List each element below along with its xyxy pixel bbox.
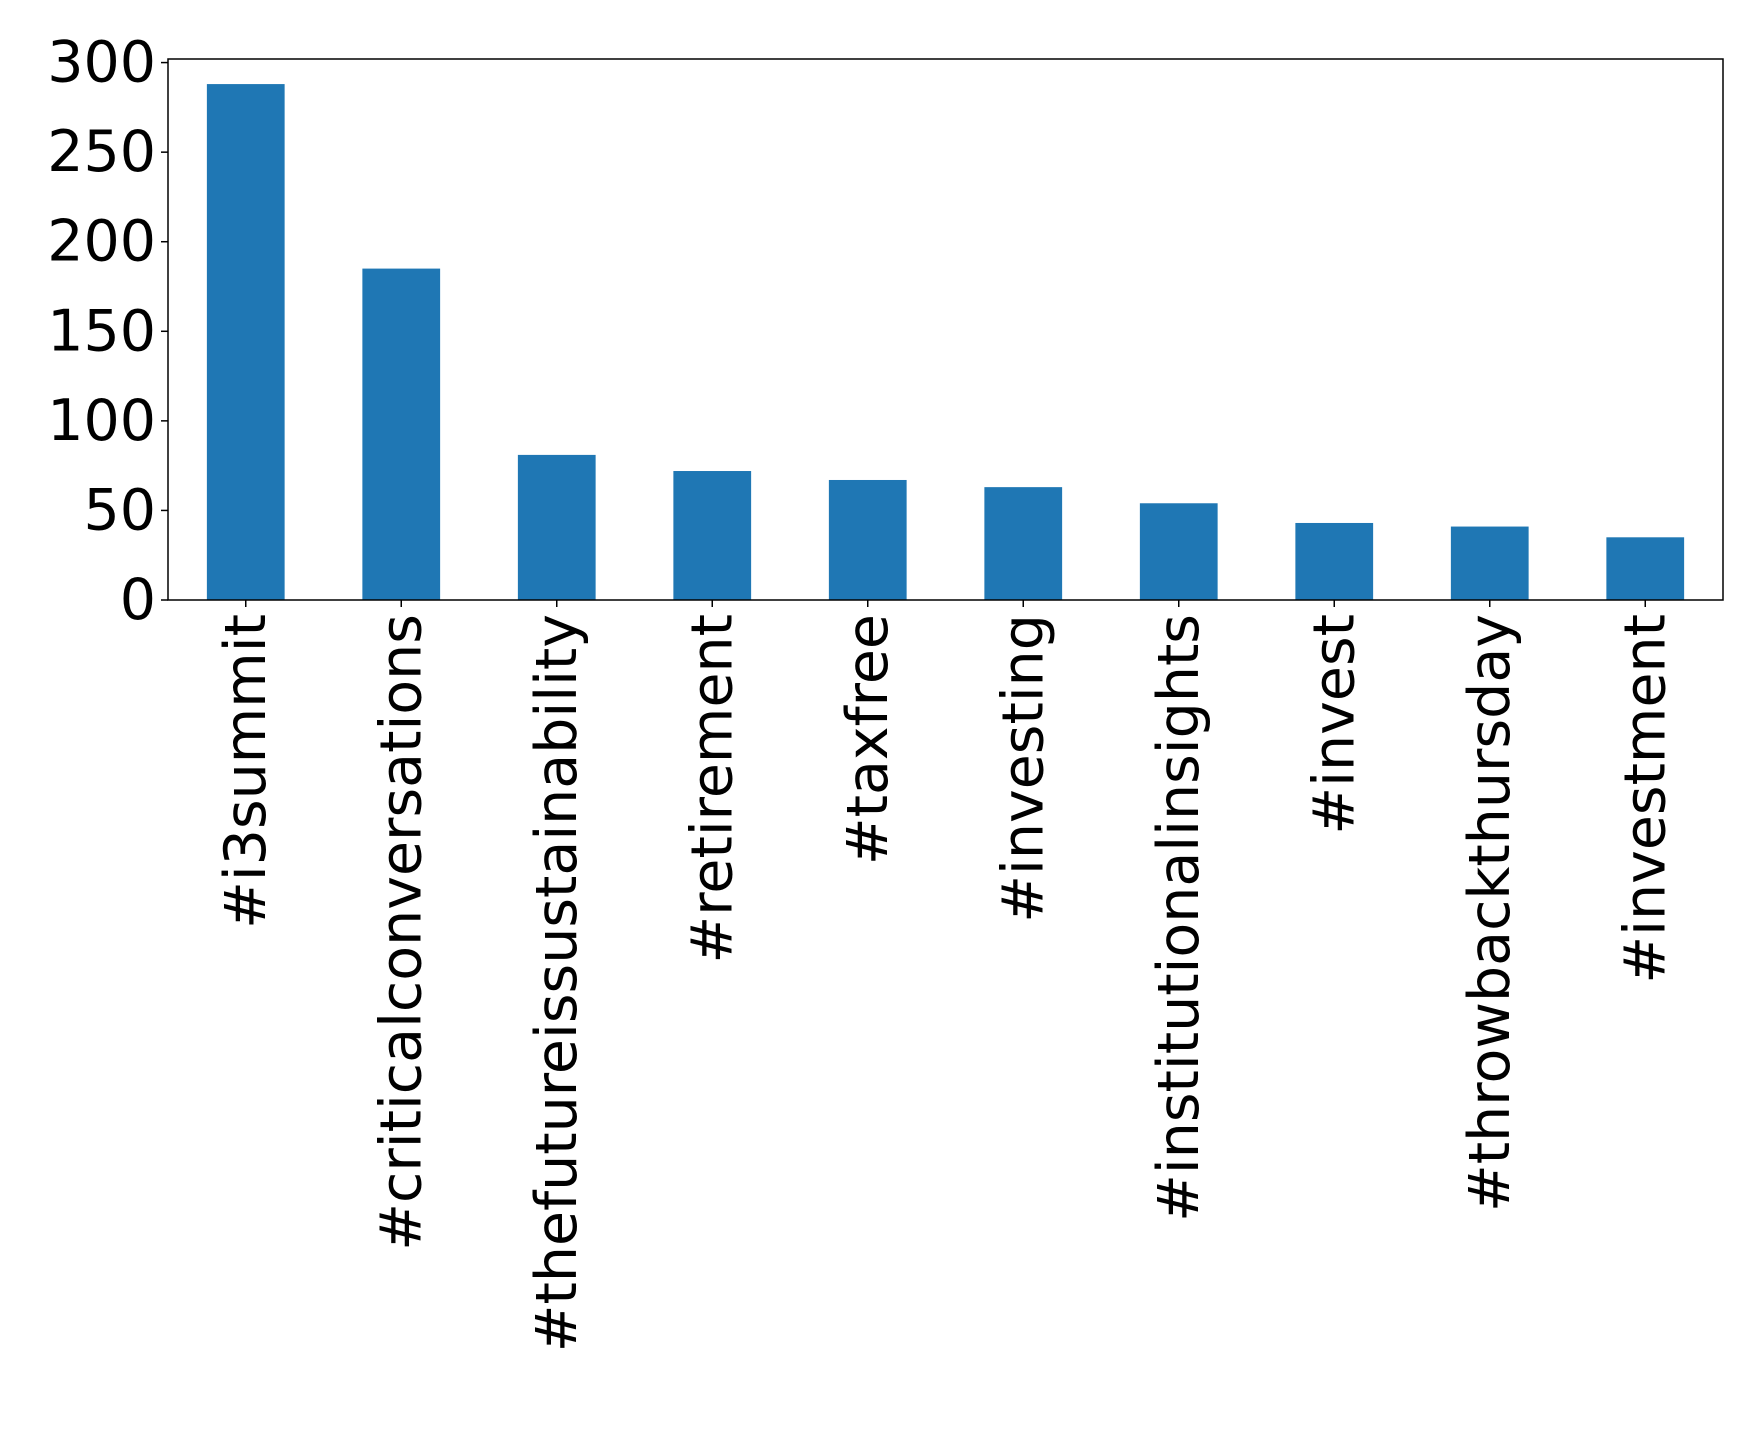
y-tick-label: 50 <box>83 477 156 543</box>
x-tick-label: #retirement <box>679 614 745 964</box>
y-tick-label: 150 <box>47 298 156 364</box>
bar-thefutureissustainability <box>517 454 596 600</box>
x-tick-label: #invest <box>1301 614 1367 835</box>
x-tick-label: #criticalconversations <box>368 614 434 1251</box>
x-tick-label: #taxfree <box>835 614 901 865</box>
bar-retirement <box>673 471 752 600</box>
bar-taxfree <box>828 479 907 600</box>
bar-invest <box>1295 522 1374 600</box>
y-tick-label: 0 <box>120 567 156 633</box>
y-tick-label: 300 <box>47 30 156 96</box>
x-tick-label: #investing <box>990 614 1056 923</box>
x-tick-label: #i3summit <box>213 614 279 929</box>
x-tick-label: #institutionalinsights <box>1146 614 1212 1222</box>
bar-criticalconversations <box>362 268 441 600</box>
bars-group <box>206 84 1685 600</box>
y-tick-label: 200 <box>47 209 156 275</box>
bar-i3summit <box>206 84 285 600</box>
x-tick-label: #investment <box>1612 614 1678 984</box>
bar-throwbackthursday <box>1450 526 1529 600</box>
bar-investment <box>1606 537 1685 600</box>
y-tick-label: 100 <box>47 388 156 454</box>
y-tick-label: 250 <box>47 119 156 185</box>
plot-frame <box>167 58 1724 601</box>
bar-investing <box>984 487 1063 600</box>
x-tick-label: #throwbackthursday <box>1457 614 1523 1212</box>
bar-institutionalinsights <box>1139 503 1218 600</box>
x-tick-label: #thefutureissustainability <box>524 614 590 1352</box>
x-axis: #i3summit #criticalconversations #thefutur… <box>213 600 1678 1352</box>
y-axis: 0 50 100 150 200 250 300 <box>47 30 168 633</box>
